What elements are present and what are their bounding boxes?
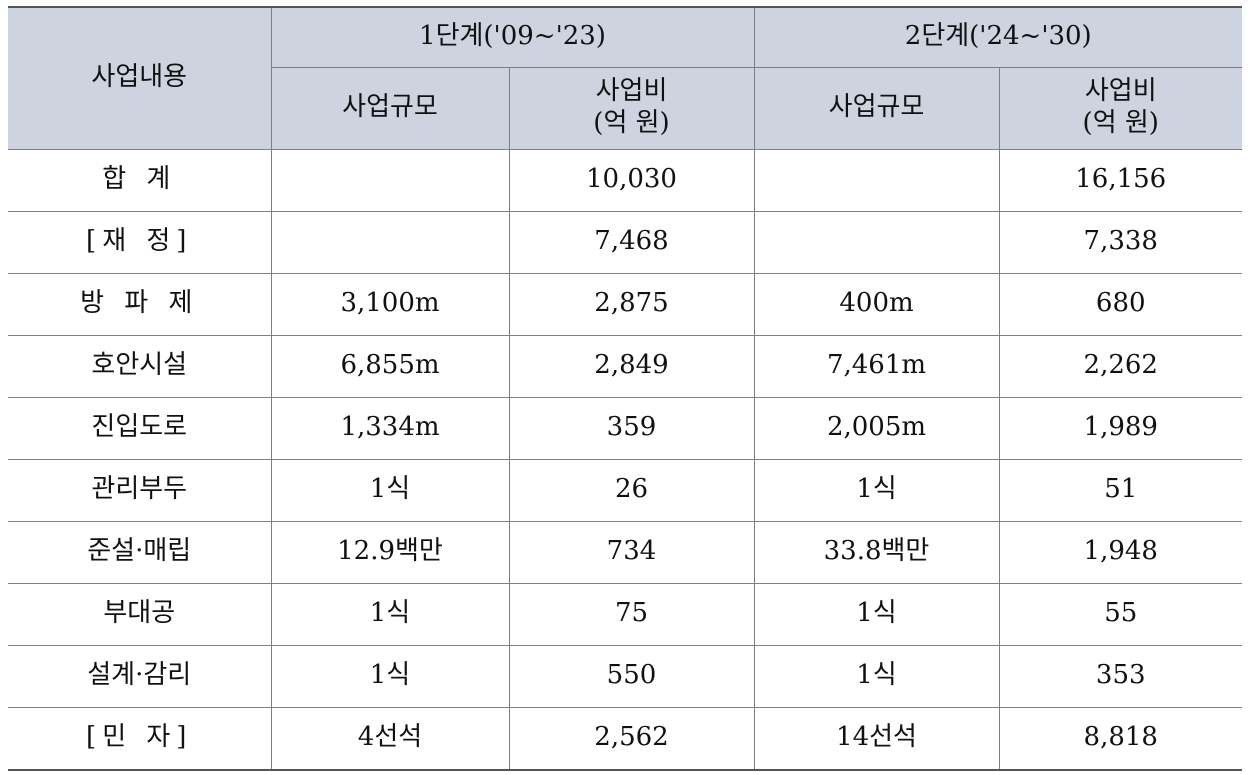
table-row: [민 자] 4선석 2,562 14선석 8,818 (8, 706, 1242, 770)
row-item: [재 정] (8, 210, 272, 274)
phase1-cost-cell: 75 (508, 582, 755, 646)
header-cost-line2: (억 원) (593, 108, 670, 138)
row-item: 부대공 (8, 582, 272, 646)
phase1-cost-cell: 2,875 (508, 272, 755, 336)
row-item: 설계·감리 (8, 644, 272, 708)
header-row-phases: 사업내용 1단계('09~'23) 2단계('24~'30) (8, 6, 1242, 150)
row-item: 준설·매립 (8, 520, 272, 584)
phase2-scale-cell: 2,005m (753, 396, 1000, 460)
table-row: 설계·감리 1식 550 1식 353 (8, 644, 1242, 708)
phase1-cost-cell: 2,562 (508, 706, 755, 770)
phase2-scale-cell: 1식 (753, 458, 1000, 522)
row-item: 방 파 제 (8, 272, 272, 336)
phase2-scale-cell: 1식 (753, 582, 1000, 646)
row-item: [민 자] (8, 706, 272, 770)
phase2-scale-cell: 7,461m (753, 334, 1000, 398)
table-row: 준설·매립 12.9백만 734 33.8백만 1,948 (8, 520, 1242, 584)
phase2-scale-cell (753, 148, 1000, 212)
project-cost-table-wrapper: 사업내용 1단계('09~'23) 2단계('24~'30) 사업규모 사업비 … (8, 6, 1242, 771)
header-phase2-scale: 사업규모 (753, 66, 1000, 150)
phase1-scale-cell: 1식 (270, 644, 510, 708)
table-row: 호안시설 6,855m 2,849 7,461m 2,262 (8, 334, 1242, 398)
row-item: 호안시설 (8, 334, 272, 398)
table-row: 방 파 제 3,100m 2,875 400m 680 (8, 272, 1242, 336)
header-phase2-cost: 사업비 (억 원) (998, 66, 1242, 150)
phase1-cost-cell: 734 (508, 520, 755, 584)
phase1-scale-cell: 1식 (270, 582, 510, 646)
phase1-scale-cell: 12.9백만 (270, 520, 510, 584)
header-cost-line1: 사업비 (595, 76, 668, 107)
phase2-cost-cell: 353 (998, 644, 1242, 708)
phase2-cost-cell: 7,338 (998, 210, 1242, 274)
phase1-scale-cell: 1식 (270, 458, 510, 522)
phase1-cost-cell: 26 (508, 458, 755, 522)
phase2-cost-cell: 51 (998, 458, 1242, 522)
header-cost-line1: 사업비 (1084, 76, 1157, 107)
phase2-scale-cell: 400m (753, 272, 1000, 336)
table-body: 합 계 10,030 16,156 [재 정] 7,468 7,338 방 파 … (8, 148, 1242, 770)
header-phase1-cost: 사업비 (억 원) (508, 66, 755, 150)
header-phase2: 2단계('24~'30) (753, 6, 1242, 68)
table-row: 진입도로 1,334m 359 2,005m 1,989 (8, 396, 1242, 460)
table-header: 사업내용 1단계('09~'23) 2단계('24~'30) 사업규모 사업비 … (8, 6, 1242, 150)
phase2-cost-cell: 2,262 (998, 334, 1242, 398)
row-item: 진입도로 (8, 396, 272, 460)
header-phase1-scale: 사업규모 (270, 66, 510, 150)
phase1-scale-cell: 4선석 (270, 706, 510, 770)
header-row-columns: 사업규모 사업비 (억 원) 사업규모 사업비 (억 원) (8, 66, 1242, 150)
row-item: 관리부두 (8, 458, 272, 522)
phase2-scale-cell: 33.8백만 (753, 520, 1000, 584)
phase1-scale-cell: 3,100m (270, 272, 510, 336)
project-cost-table: 사업내용 1단계('09~'23) 2단계('24~'30) 사업규모 사업비 … (8, 6, 1242, 771)
phase1-scale-cell: 6,855m (270, 334, 510, 398)
phase2-cost-cell: 1,948 (998, 520, 1242, 584)
phase2-cost-cell: 680 (998, 272, 1242, 336)
row-item: 합 계 (8, 148, 272, 212)
phase2-cost-cell: 55 (998, 582, 1242, 646)
table-row: 부대공 1식 75 1식 55 (8, 582, 1242, 646)
phase1-scale-cell (270, 148, 510, 212)
phase1-cost-cell: 359 (508, 396, 755, 460)
table-row: [재 정] 7,468 7,338 (8, 210, 1242, 274)
phase1-cost-cell: 10,030 (508, 148, 755, 212)
table-row: 관리부두 1식 26 1식 51 (8, 458, 1242, 522)
header-item: 사업내용 (8, 6, 272, 150)
phase2-scale-cell: 1식 (753, 644, 1000, 708)
phase1-scale-cell: 1,334m (270, 396, 510, 460)
phase1-scale-cell (270, 210, 510, 274)
phase1-cost-cell: 2,849 (508, 334, 755, 398)
phase2-cost-cell: 16,156 (998, 148, 1242, 212)
phase2-cost-cell: 1,989 (998, 396, 1242, 460)
table-row: 합 계 10,030 16,156 (8, 148, 1242, 212)
header-cost-line2: (억 원) (1082, 108, 1159, 138)
phase2-scale-cell: 14선석 (753, 706, 1000, 770)
phase2-scale-cell (753, 210, 1000, 274)
phase1-cost-cell: 7,468 (508, 210, 755, 274)
header-phase1: 1단계('09~'23) (270, 6, 755, 68)
phase2-cost-cell: 8,818 (998, 706, 1242, 770)
phase1-cost-cell: 550 (508, 644, 755, 708)
